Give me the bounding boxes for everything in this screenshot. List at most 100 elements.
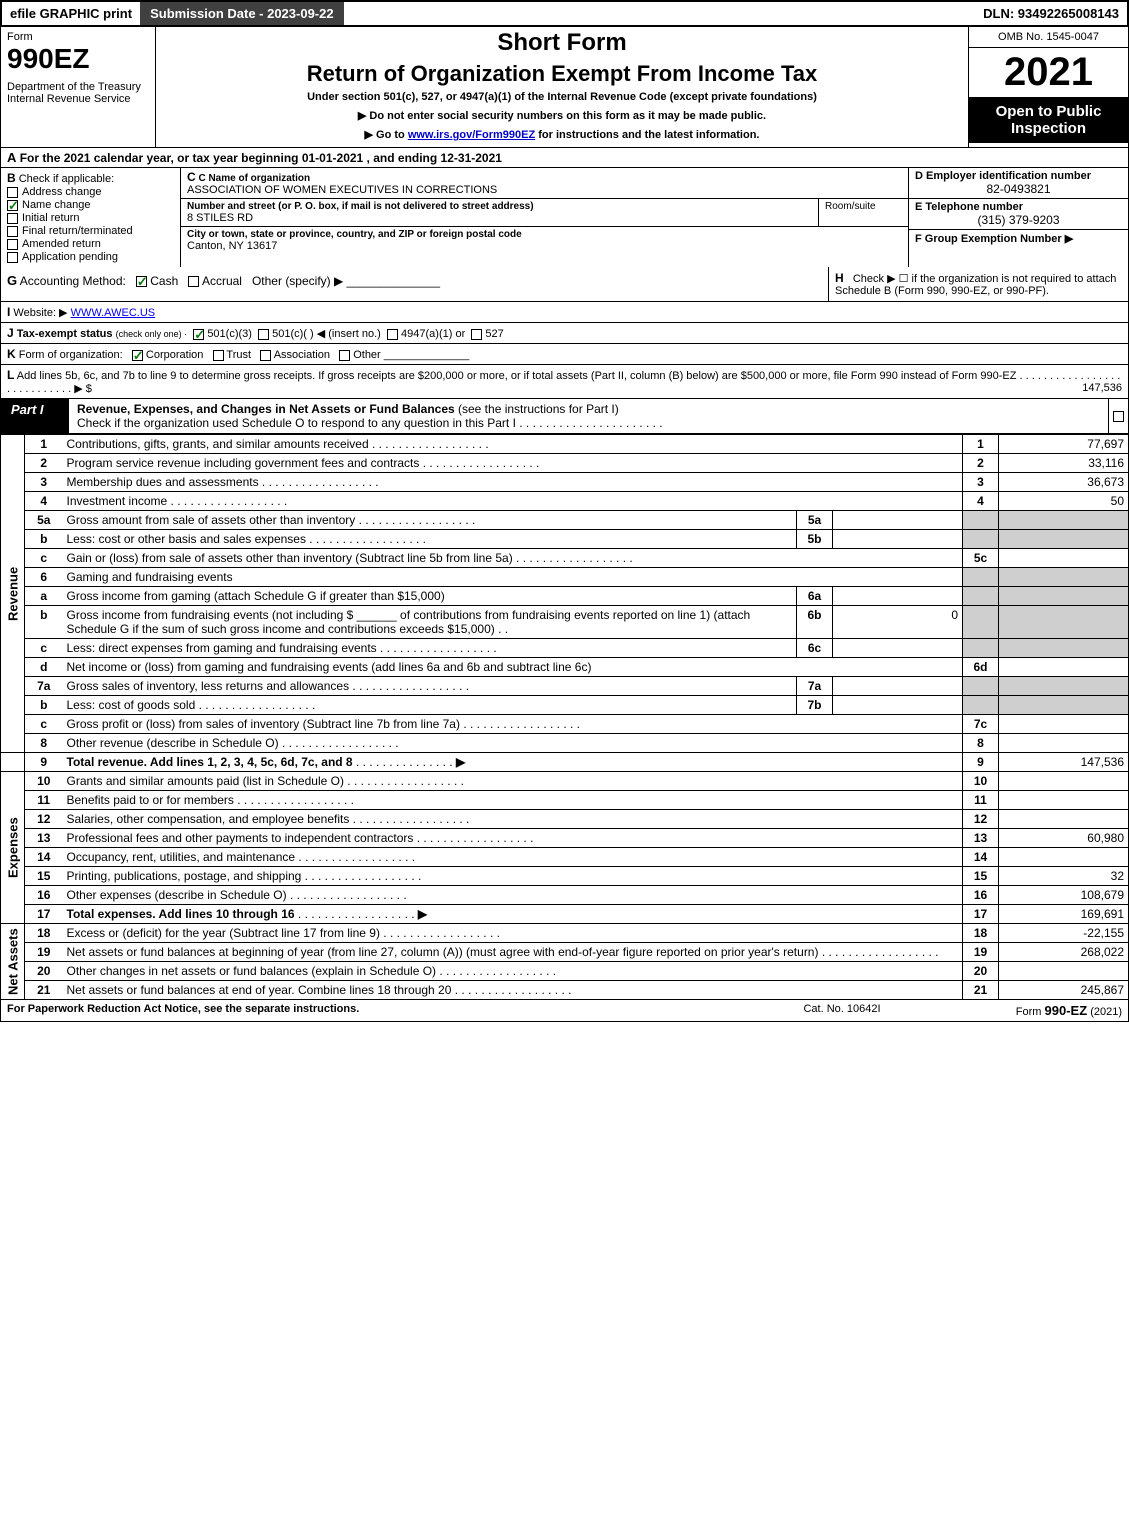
topbar: efile GRAPHIC print Submission Date - 20… <box>0 0 1129 27</box>
gross-receipts-amount: 147,536 <box>1082 382 1122 394</box>
line-desc: Excess or (deficit) for the year (Subtra… <box>63 924 963 943</box>
sub-lineno: 7b <box>797 696 833 715</box>
sub-lineno: 5b <box>797 530 833 549</box>
line-number: 11 <box>25 791 63 810</box>
goto-post: for instructions and the latest informat… <box>535 129 759 141</box>
total-expenses-desc: Total expenses. Add lines 10 through 16 <box>67 907 295 921</box>
efile-print-label[interactable]: efile GRAPHIC print <box>2 2 140 25</box>
page-footer: For Paperwork Reduction Act Notice, see … <box>0 1000 1129 1022</box>
chk-4947a1[interactable] <box>387 329 398 340</box>
line-desc: Less: cost of goods sold <box>63 696 797 715</box>
table-row: c Gain or (loss) from sale of assets oth… <box>1 549 1129 568</box>
line-number: 13 <box>25 829 63 848</box>
b-lead: B <box>7 171 16 185</box>
chk-accrual[interactable] <box>188 276 199 287</box>
checkbox-icon[interactable] <box>7 200 18 211</box>
chk-527[interactable] <box>471 329 482 340</box>
line-number: 10 <box>25 772 63 791</box>
line-number: 21 <box>25 981 63 1000</box>
line-number: 4 <box>25 492 63 511</box>
table-row: 4 Investment income 4 50 <box>1 492 1129 511</box>
checkbox-icon[interactable] <box>7 252 18 263</box>
submission-date: Submission Date - 2023-09-22 <box>140 2 344 25</box>
sub-amount <box>833 587 963 606</box>
line-desc: Gaming and fundraising events <box>63 568 963 587</box>
line-number: 16 <box>25 886 63 905</box>
line-num-col: 20 <box>963 962 999 981</box>
chk-association[interactable] <box>260 350 271 361</box>
line-amount <box>999 772 1129 791</box>
chk-label: Name change <box>22 199 91 211</box>
checkbox-icon[interactable] <box>1113 411 1124 422</box>
table-row: Net Assets 18 Excess or (deficit) for th… <box>1 924 1129 943</box>
chk-501c[interactable] <box>258 329 269 340</box>
line-num-col: 13 <box>963 829 999 848</box>
line-desc: Total expenses. Add lines 10 through 16 … <box>63 905 963 924</box>
org-name-lbl-text: C Name of organization <box>198 173 310 184</box>
table-row: Expenses 10 Grants and similar amounts p… <box>1 772 1129 791</box>
checkbox-icon[interactable] <box>7 239 18 250</box>
k-lead: K <box>7 347 16 361</box>
org-name-label: C C Name of organization <box>187 170 902 184</box>
irs-link[interactable]: www.irs.gov/Form990EZ <box>408 129 535 141</box>
chk-application-pending[interactable]: Application pending <box>7 251 174 263</box>
schedule-o-checkbox[interactable] <box>1108 399 1128 433</box>
table-row: 15 Printing, publications, postage, and … <box>1 867 1129 886</box>
table-row: 20 Other changes in net assets or fund b… <box>1 962 1129 981</box>
checkbox-icon[interactable] <box>7 213 18 224</box>
chk-final-return[interactable]: Final return/terminated <box>7 225 174 237</box>
lbl-other: Other (specify) ▶ <box>252 274 343 288</box>
part-1-header: Part I Revenue, Expenses, and Changes in… <box>0 399 1129 434</box>
chk-cash[interactable] <box>136 276 147 287</box>
chk-label: Amended return <box>22 238 101 250</box>
h-text: Check ▶ ☐ if the organization is not req… <box>835 273 1116 297</box>
line-number: 15 <box>25 867 63 886</box>
tax-year: 2021 <box>969 48 1128 97</box>
checkbox-icon[interactable] <box>7 226 18 237</box>
line-num-col: 21 <box>963 981 999 1000</box>
line-amount: 60,980 <box>999 829 1129 848</box>
table-row: 17 Total expenses. Add lines 10 through … <box>1 905 1129 924</box>
header-right: OMB No. 1545-0047 2021 Open to Public In… <box>968 27 1128 147</box>
lbl-4947a1: 4947(a)(1) or <box>401 328 465 340</box>
line-desc: Professional fees and other payments to … <box>63 829 963 848</box>
table-row: b Gross income from fundraising events (… <box>1 606 1129 639</box>
line-num-col: 14 <box>963 848 999 867</box>
chk-initial-return[interactable]: Initial return <box>7 212 174 224</box>
line-number: d <box>25 658 63 677</box>
header-left: Form 990EZ Department of the Treasury In… <box>1 27 156 147</box>
table-row: 3 Membership dues and assessments 3 36,6… <box>1 473 1129 492</box>
line-desc: Contributions, gifts, grants, and simila… <box>63 435 963 454</box>
form-of-organization: K Form of organization: Corporation Trus… <box>0 344 1129 365</box>
table-row: 21 Net assets or fund balances at end of… <box>1 981 1129 1000</box>
lbl-527: 527 <box>485 328 503 340</box>
line-number: 17 <box>25 905 63 924</box>
main-title: Return of Organization Exempt From Incom… <box>160 61 964 87</box>
sub-amount <box>833 530 963 549</box>
sub-amount <box>833 696 963 715</box>
g-label: Accounting Method: <box>20 274 126 288</box>
website-link[interactable]: WWW.AWEC.US <box>71 307 156 319</box>
lbl-association: Association <box>274 349 330 361</box>
section-def: D Employer identification number 82-0493… <box>908 168 1128 267</box>
chk-address-change[interactable]: Address change <box>7 186 174 198</box>
l-text: Add lines 5b, 6c, and 7b to line 9 to de… <box>7 370 1120 395</box>
phone-value: (315) 379-9203 <box>915 213 1122 227</box>
chk-trust[interactable] <box>213 350 224 361</box>
chk-name-change[interactable]: Name change <box>7 199 174 211</box>
phone-label: E Telephone number <box>915 201 1122 213</box>
checkbox-icon[interactable] <box>7 187 18 198</box>
chk-other[interactable] <box>339 350 350 361</box>
line-amount <box>999 715 1129 734</box>
table-row: 5a Gross amount from sale of assets othe… <box>1 511 1129 530</box>
chk-amended-return[interactable]: Amended return <box>7 238 174 250</box>
b-label: Check if applicable: <box>19 173 114 185</box>
tax-exempt-status: J Tax-exempt status (check only one) · 5… <box>0 323 1129 344</box>
line-desc: Benefits paid to or for members <box>63 791 963 810</box>
street-label: Number and street (or P. O. box, if mail… <box>187 201 812 212</box>
chk-corp[interactable] <box>132 350 143 361</box>
website-row: I Website: ▶ WWW.AWEC.US <box>0 302 1129 323</box>
shade <box>999 511 1129 530</box>
chk-501c3[interactable] <box>193 329 204 340</box>
line-num-col: 5c <box>963 549 999 568</box>
